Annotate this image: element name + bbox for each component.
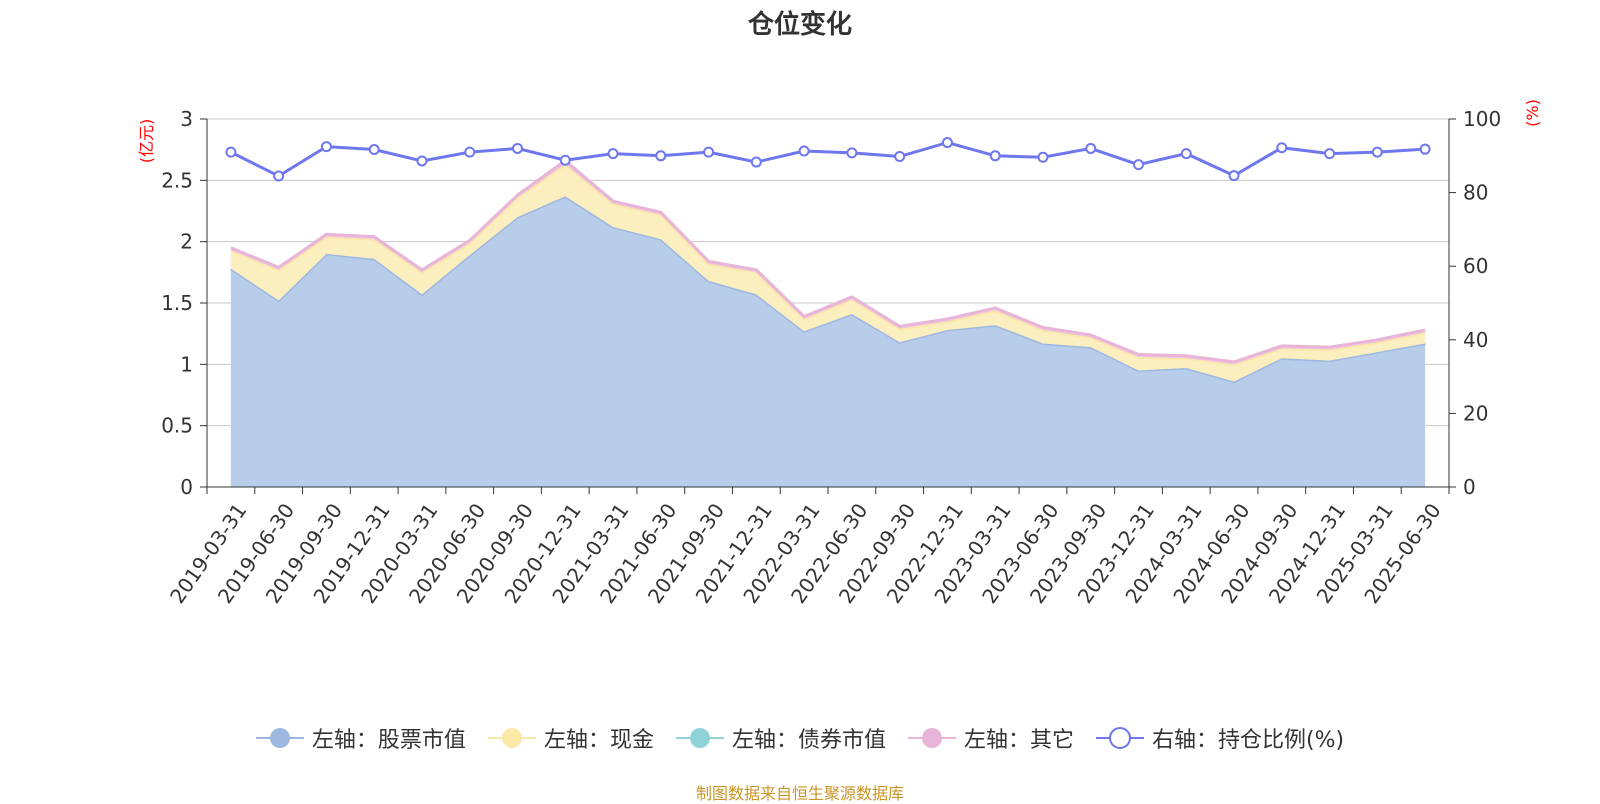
ratio-point <box>1371 146 1383 158</box>
y-right-tick-label: 60 <box>1463 254 1488 278</box>
ratio-point <box>273 170 285 182</box>
legend: 左轴：股票市值 左轴：现金 左轴：债券市值 左轴：其它 右轴：持仓比例(%) <box>0 722 1600 754</box>
area-series-0 <box>230 196 1426 487</box>
source-note: 制图数据来自恒生聚源数据库 <box>695 784 904 803</box>
ratio-point <box>1085 142 1097 154</box>
ratio-point <box>798 145 810 157</box>
legend-item[interactable]: 左轴：现金 <box>487 722 654 754</box>
ratio-point <box>607 148 619 160</box>
legend-label: 左轴：其它 <box>963 728 1074 753</box>
ratio-line <box>230 140 1426 178</box>
y-left-tick-label: 3 <box>180 107 193 131</box>
y-right-tick-label: 80 <box>1463 181 1488 205</box>
legend-marker-icon <box>255 728 304 748</box>
ratio-point <box>1324 148 1336 160</box>
legend-label: 左轴：债券市值 <box>731 728 886 753</box>
y-left-unit: (亿元) <box>137 119 156 164</box>
y-right-tick-label: 40 <box>1463 328 1488 352</box>
ratio-point <box>1228 170 1240 182</box>
y-right-tick-label: 0 <box>1463 475 1476 499</box>
y-right-tick-label: 20 <box>1463 401 1488 425</box>
legend-label: 左轴：股票市值 <box>311 728 466 753</box>
legend-marker-icon <box>1095 727 1144 749</box>
ratio-point <box>464 146 476 158</box>
legend-item[interactable]: 右轴：持仓比例(%) <box>1095 722 1345 754</box>
ratio-point <box>703 146 715 158</box>
y-left-tick-label: 0 <box>180 475 193 499</box>
y-left-tick-label: 0.5 <box>161 414 193 438</box>
y-left-tick-label: 2 <box>180 230 193 254</box>
ratio-point <box>1419 143 1431 155</box>
ratio-point <box>655 150 667 162</box>
y-left-tick-label: 1.5 <box>161 291 193 315</box>
y-left-tick-label: 2.5 <box>161 168 193 192</box>
ratio-point <box>559 154 571 166</box>
chart-title: 仓位变化 <box>747 10 852 40</box>
ratio-point <box>989 150 1001 162</box>
ratio-point <box>1037 151 1049 163</box>
line-series-3 <box>230 158 1426 364</box>
ratio-point <box>368 144 380 156</box>
ratio-point <box>512 142 523 154</box>
legend-item[interactable]: 左轴：股票市值 <box>255 722 466 754</box>
ratio-point <box>750 156 762 168</box>
legend-item[interactable]: 左轴：债券市值 <box>675 722 886 754</box>
y-right-tick-label: 100 <box>1463 107 1501 131</box>
legend-label: 右轴：持仓比例(%) <box>1151 728 1345 753</box>
legend-label: 左轴：现金 <box>543 728 654 753</box>
y-left-tick-label: 1 <box>180 352 193 376</box>
ratio-point <box>320 141 332 153</box>
y-right-unit: (%) <box>1523 99 1542 127</box>
legend-marker-icon <box>907 728 956 748</box>
legend-marker-icon <box>487 728 536 748</box>
legend-item[interactable]: 左轴：其它 <box>907 722 1074 754</box>
ratio-point <box>1133 159 1144 171</box>
ratio-point <box>894 151 906 163</box>
legend-marker-icon <box>675 728 724 748</box>
ratio-point <box>1180 148 1192 160</box>
ratio-point <box>416 155 428 167</box>
ratio-point <box>941 137 953 149</box>
ratio-point <box>846 147 858 159</box>
ratio-point <box>225 146 237 158</box>
ratio-point <box>1276 142 1288 154</box>
